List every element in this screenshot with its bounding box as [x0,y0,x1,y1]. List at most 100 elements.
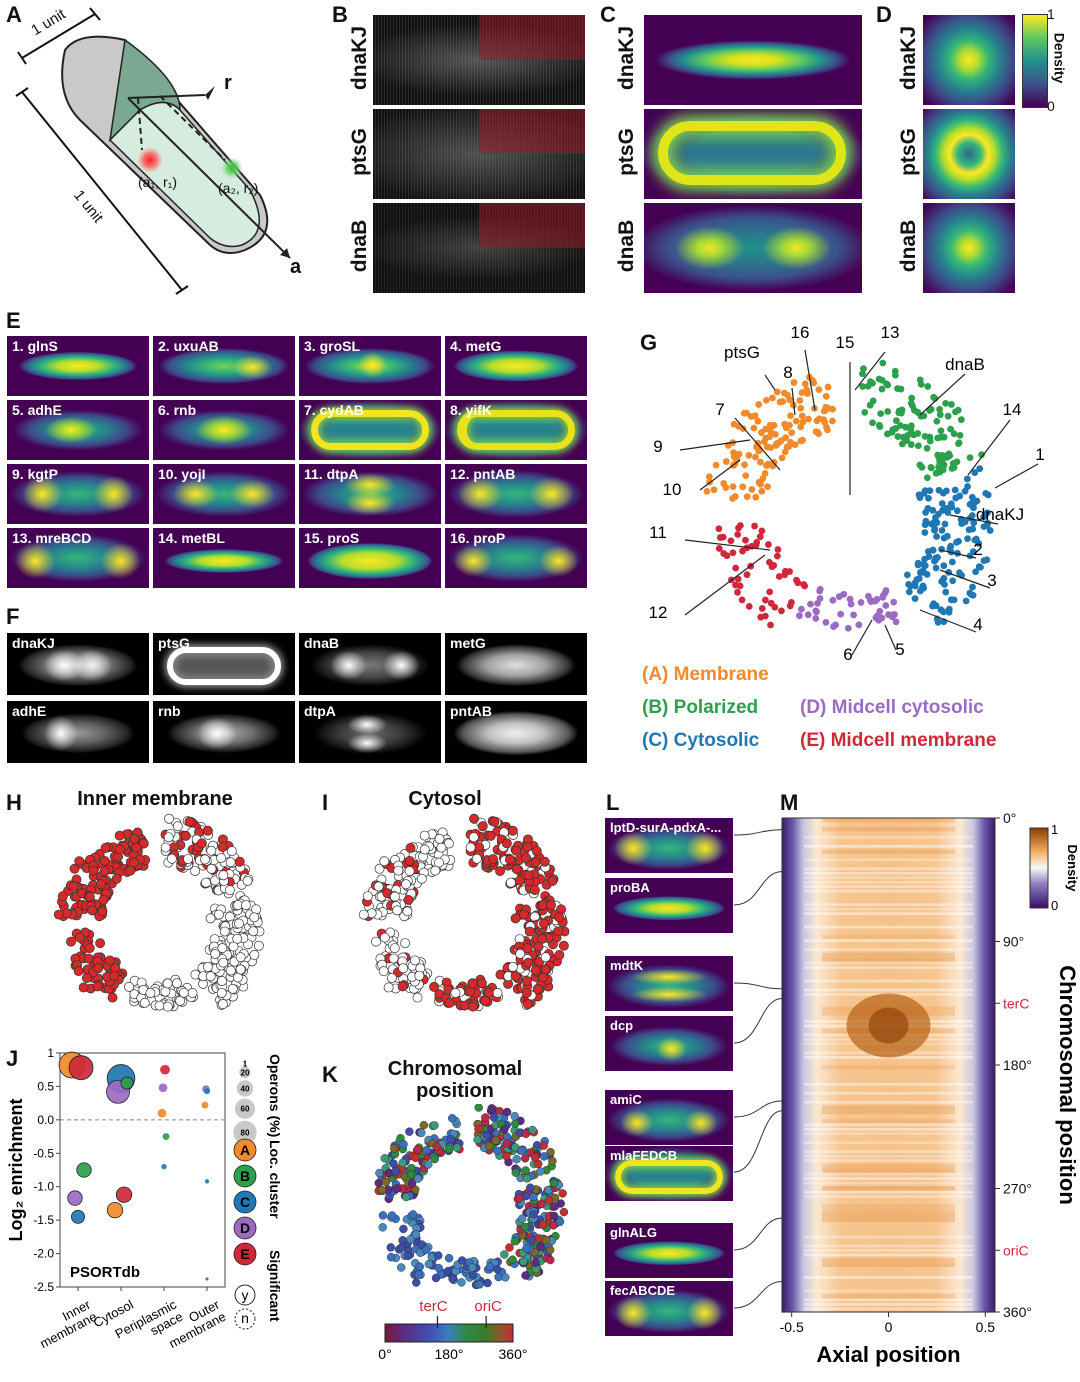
panelI-point-477 [444,997,455,1008]
panelH-point-466 [171,978,182,989]
m-row-64 [782,1105,995,1111]
g-point-193 [877,410,885,418]
m-row-highlight-84 [804,1195,973,1198]
g-point-420 [758,527,766,535]
k-point-15 [419,1121,429,1130]
g-point-160 [908,394,916,402]
k-oric-label: oriC [474,1298,502,1315]
g-point-209 [875,421,883,429]
k-point-434 [411,1230,421,1239]
g-point-63 [799,418,807,426]
tile-label-e-1: 1. glnS [12,338,58,354]
g-point-294 [939,506,947,514]
g-point-216 [956,431,964,439]
g-point-16 [790,379,798,386]
m-row-89 [782,1217,995,1223]
m-row-59 [782,1082,995,1089]
g-point-65 [815,430,823,438]
g-point-136 [937,427,945,435]
g-point-304 [921,521,929,529]
panelI-point-373 [554,912,565,923]
g-point-114 [797,437,805,445]
k-point-433 [421,1245,431,1254]
m-row-67 [782,1118,995,1124]
m-row-77 [782,1163,995,1169]
g-point-44 [773,388,781,396]
g-label-3: 13 [881,323,900,342]
k-point-259 [559,1207,569,1217]
panel-letter-f: F [6,604,20,629]
m-row-30 [782,952,995,958]
m-row-dark-77 [822,1163,955,1169]
j-cluster-legend-A [233,1138,257,1162]
g-point-387 [764,541,772,548]
m-row-63 [782,1100,995,1107]
panelH-point-101 [114,830,125,841]
g-point-253 [932,564,940,572]
cell-interior [108,101,261,248]
g-point-122 [767,444,775,452]
m-row-58 [782,1078,995,1084]
g-point-37 [705,473,713,481]
panelH-point-479 [162,1001,173,1012]
tile-label-e-7: 7. cydAB [304,402,364,418]
panelH-point-127 [131,842,142,853]
panelH-point-207 [180,830,191,841]
j-inset-label: PSORTdb [70,1264,140,1281]
j-point-9 [106,1201,124,1219]
g-point-71 [762,396,770,404]
legend-midcell-membrane: (E) Midcell membrane [800,730,997,751]
m-row-105 [782,1289,995,1295]
g-point-30 [743,493,751,501]
g-point-291 [932,602,940,610]
panelI-point-469 [480,995,491,1006]
k-point-421 [415,1262,424,1271]
panelI-point-222 [489,816,500,827]
m-row-highlight-27 [804,939,973,942]
g-point-104 [796,397,804,404]
panel-j-enrichment-chart: 1 0.5 0.0 -0.5 -1.0 -1.5 -2.0 -2.5 Log₂ enrichme… [6,1046,283,1351]
density-tile-e-2: 2. uxuAB [152,335,296,397]
panelI-point-470 [492,988,503,998]
k-point-238 [522,1174,532,1183]
g-point-270 [921,555,928,563]
panel-a-cell-schematic [15,7,291,295]
g-label-5: 8 [783,363,792,382]
panelI-point-466 [476,978,487,989]
g-leader-line-9 [994,463,1039,489]
g-point-317 [916,569,924,576]
m-row-highlight-69 [804,1127,973,1131]
tile-label-f-rnb: rnb [158,703,181,719]
k-point-104 [445,1144,454,1154]
panelI-point-366 [546,900,556,911]
tile-label-l-1: proBA [610,880,650,895]
m-row-10 [782,862,995,868]
k-point-239 [511,1168,520,1177]
m-row-19 [782,903,995,909]
panelH-point-125 [138,838,149,849]
m-row-33 [782,966,995,972]
g-point-232 [954,406,962,414]
j-sig-legend-n [234,1308,256,1330]
panelH-point-226 [172,821,183,832]
m-connector-5 [733,1110,783,1173]
g-point-401 [732,564,740,572]
m-row-highlight-59 [804,1082,973,1086]
k-point-205 [474,1124,483,1134]
m-row-101 [782,1271,995,1277]
panelI-point-207 [485,830,496,841]
tile-label-e-13: 13. mreBCD [12,530,92,546]
panelH-point-375 [210,948,221,959]
panelH-point-121 [99,866,110,877]
k-point-469 [444,1254,454,1263]
panelI-point-358 [558,940,569,951]
k-point-435 [483,1278,492,1288]
k-point-121 [401,1192,411,1202]
legend-cytosolic: (C) Cytosolic [642,730,760,751]
m-row-dark-78 [822,1168,955,1173]
panelH-point-233 [206,845,217,856]
gray-tile-f-dtpA: dtpA [298,700,442,764]
g-point-92 [752,453,759,461]
g-point-388 [743,571,751,579]
g-point-112 [773,440,781,448]
